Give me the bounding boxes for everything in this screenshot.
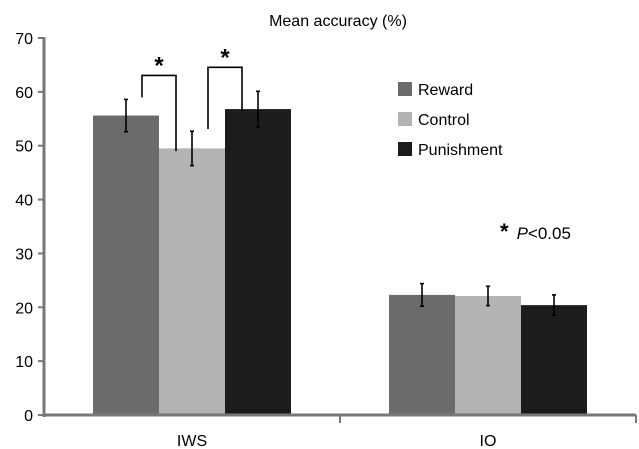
x-ticks: IWS IO [177, 415, 636, 449]
y-tick-label: 60 [15, 85, 33, 102]
chart-title: Mean accuracy (%) [269, 13, 407, 30]
y-tick-label: 50 [15, 139, 33, 156]
legend-label: Control [418, 112, 470, 129]
y-tick-label: 20 [15, 300, 33, 317]
annotation-threshold: <0.05 [528, 224, 571, 243]
bar [389, 295, 455, 415]
bar [521, 305, 587, 415]
x-tick-label: IO [480, 433, 497, 449]
legend-label: Punishment [418, 142, 503, 159]
legend-label: Reward [418, 82, 473, 99]
legend-swatch [398, 142, 412, 156]
bar [225, 109, 291, 415]
bar [159, 148, 225, 415]
y-tick-label: 30 [15, 246, 33, 263]
y-tick-label: 10 [15, 354, 33, 371]
legend-swatch [398, 82, 412, 96]
annotation-star: * [500, 219, 509, 244]
significance-star: * [220, 44, 230, 71]
y-tick-label: 0 [24, 408, 33, 425]
x-tick-label: IWS [177, 433, 207, 449]
bars-layer [93, 109, 587, 415]
bar [455, 296, 521, 415]
significance-star: * [154, 52, 164, 79]
y-tick-label: 40 [15, 193, 33, 210]
p-value-annotation: * P<0.05 [500, 219, 571, 244]
legend-swatch [398, 112, 412, 126]
y-tick-label: 70 [15, 31, 33, 48]
legend: Reward Control Punishment [398, 82, 503, 159]
y-ticks: 0 10 20 30 40 50 60 70 [15, 31, 44, 425]
bar [93, 116, 159, 415]
annotation-p: P [517, 224, 529, 243]
